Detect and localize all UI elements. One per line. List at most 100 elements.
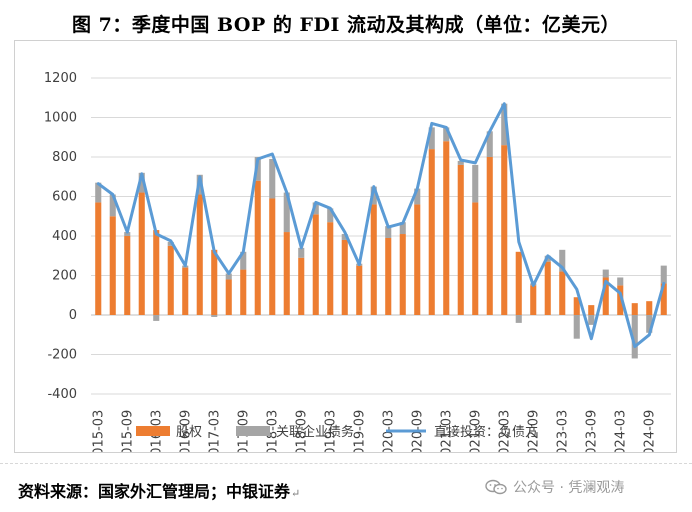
- bar-equity: [428, 149, 435, 315]
- legend-label-liability: 直接投资：负债方: [434, 424, 538, 440]
- bar-debt: [269, 158, 276, 199]
- bar-equity: [385, 237, 392, 315]
- bar-debt: [486, 131, 493, 157]
- bar-equity: [515, 251, 522, 315]
- bar-equity: [617, 285, 624, 315]
- bar-debt: [167, 241, 174, 246]
- bar-equity: [312, 214, 319, 315]
- bar-debt: [515, 315, 522, 323]
- bar-equity: [559, 271, 566, 315]
- bar-debt: [443, 127, 450, 142]
- bar-debt: [414, 188, 421, 205]
- y-tick-label: 1200: [44, 71, 77, 86]
- bar-equity: [370, 204, 377, 315]
- bar-equity: [269, 198, 276, 315]
- bar-debt: [225, 273, 232, 280]
- bar-debt: [327, 208, 334, 223]
- y-tick-label: -400: [47, 387, 77, 402]
- bar-equity: [196, 194, 203, 315]
- y-tick-label: 400: [52, 229, 77, 244]
- x-tick-label: 2021-09: [468, 410, 483, 452]
- bar-equity: [298, 257, 305, 315]
- bar-equity: [501, 145, 508, 315]
- bar-equity: [254, 180, 261, 315]
- y-tick-label: 0: [69, 308, 77, 323]
- x-tick-label: 2015-09: [120, 410, 135, 452]
- bar-equity: [588, 305, 595, 315]
- bar-equity: [399, 234, 406, 315]
- bar-equity: [646, 301, 653, 315]
- bar-debt: [428, 127, 435, 150]
- chart-title: 图 7：季度中国 BOP 的 FDI 流动及其构成（单位：亿美元）: [72, 14, 620, 36]
- bar-equity: [356, 265, 363, 315]
- legend-label-debt: 关联企业债务: [276, 424, 354, 440]
- bar-debt: [617, 277, 624, 286]
- bar-equity: [414, 204, 421, 315]
- bar-equity: [283, 232, 290, 315]
- bar-equity: [327, 222, 334, 315]
- bar-debt: [240, 251, 247, 270]
- bar-equity: [486, 157, 493, 315]
- bar-debt: [312, 202, 319, 215]
- legend-label-equity: 股权: [176, 424, 202, 440]
- wechat-icon: [485, 479, 507, 495]
- bar-equity: [544, 261, 551, 315]
- bar-debt: [573, 315, 580, 339]
- x-tick-label: 2018-09: [294, 410, 309, 452]
- bar-debt: [298, 247, 305, 258]
- chart-frame: 1200 1000 800 600 400 200 0 -200 -400 2015-03 2015…: [14, 40, 677, 453]
- bar-debt: [501, 103, 508, 146]
- bar-debt: [341, 234, 348, 240]
- x-tick-label: 2018-03: [265, 410, 280, 452]
- bar-debt: [646, 315, 653, 333]
- bar-equity: [167, 245, 174, 315]
- line-liability: [96, 102, 666, 349]
- bar-equity: [457, 164, 464, 315]
- x-tick-label: 2015-03: [91, 410, 106, 452]
- y-tick-label: 800: [52, 150, 77, 165]
- bar-equity: [211, 249, 218, 315]
- x-tick-label: 2022-09: [526, 410, 541, 452]
- bar-debt: [370, 186, 377, 205]
- bar-equity: [472, 202, 479, 315]
- bar-debt: [211, 315, 218, 317]
- bar-equity: [124, 236, 131, 315]
- x-tick-label: 2019-09: [352, 410, 367, 452]
- bar-equity: [530, 285, 537, 315]
- bar-equity: [341, 239, 348, 315]
- bar-debt: [124, 232, 131, 236]
- bar-equity: [153, 230, 160, 315]
- y-tick-label: -200: [47, 348, 77, 363]
- bar-equity: [602, 277, 609, 315]
- bar-debt: [385, 226, 392, 238]
- legend-swatch-equity: [136, 426, 170, 436]
- bar-equity: [573, 297, 580, 315]
- x-tick-label: 2024-09: [642, 410, 657, 452]
- watermark: 公众号 · 凭澜观涛: [485, 477, 624, 497]
- x-tick-label: 2024-03: [613, 410, 628, 452]
- x-tick-label: 2016-09: [178, 410, 193, 452]
- x-tick-label: 2021-03: [439, 410, 454, 452]
- watermark-text: 公众号 · 凭澜观涛: [513, 480, 625, 496]
- chart-svg: 1200 1000 800 600 400 200 0 -200 -400 2015-03 2015…: [44, 71, 671, 452]
- x-tick-label: 2022-03: [497, 410, 512, 452]
- bar-debt: [399, 222, 406, 235]
- bar-equity: [95, 202, 102, 315]
- bar-equity: [660, 283, 667, 315]
- bar-debt: [283, 192, 290, 233]
- divider: [0, 463, 692, 464]
- bar-equity: [443, 141, 450, 315]
- bar-equity: [225, 279, 232, 315]
- bar-debt: [660, 265, 667, 284]
- bar-equity: [138, 192, 145, 315]
- bar-equity: [240, 269, 247, 315]
- bar-equity: [109, 216, 116, 315]
- legend-swatch-debt: [236, 426, 270, 436]
- bar-debt: [457, 160, 464, 165]
- bar-debt: [153, 315, 160, 321]
- bar-debt: [559, 249, 566, 272]
- bar-debt: [472, 164, 479, 203]
- bar-debt: [109, 194, 116, 217]
- bar-debt: [95, 182, 102, 203]
- bar-debt: [588, 315, 595, 325]
